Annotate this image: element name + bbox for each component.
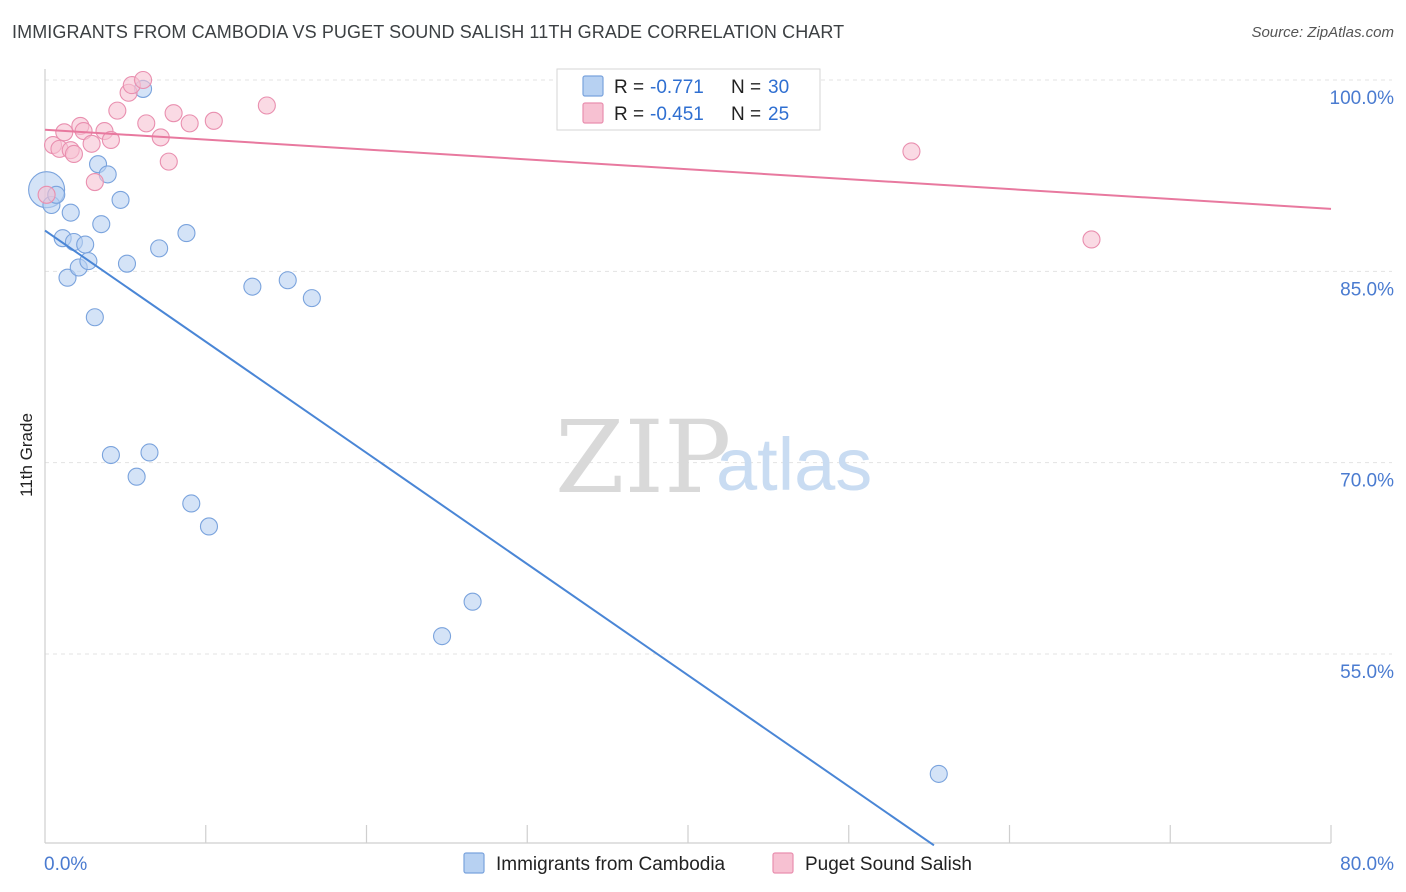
cambodia-point-17 <box>127 467 146 486</box>
watermark-atlas: atlas <box>716 423 872 506</box>
cambodia-point-29 <box>929 764 948 783</box>
bottom-legend-swatch-salish <box>772 852 794 874</box>
x-tick-label-max: 80.0% <box>1340 854 1394 875</box>
legend-r-label-salish: R = <box>614 104 644 125</box>
legend-r-value-salish: -0.451 <box>650 104 704 125</box>
cambodia-point-10 <box>85 308 104 327</box>
legend-swatch-cambodia <box>582 75 604 97</box>
cambodia-point-25 <box>278 271 297 290</box>
salish-point-22 <box>257 96 276 115</box>
legend-n-label-salish: N = <box>731 104 761 125</box>
bottom-legend-label-cambodia: Immigrants from Cambodia <box>496 854 726 875</box>
series-salish-points <box>37 70 1101 249</box>
salish-point-24 <box>1082 230 1101 249</box>
salish-point-5 <box>64 144 83 164</box>
bottom-legend: Immigrants from Cambodia Puget Sound Sal… <box>463 852 972 875</box>
cambodia-point-8 <box>76 235 95 254</box>
salish-point-21 <box>204 111 223 130</box>
salish-point-9 <box>85 172 104 192</box>
cambodia-point-14 <box>101 445 120 465</box>
y-tick-label-70: 70.0% <box>1340 471 1394 492</box>
cambodia-point-28 <box>463 592 482 611</box>
x-tick-label-min: 0.0% <box>44 854 87 875</box>
salish-point-12 <box>108 101 127 120</box>
cambodia-trend-line <box>44 229 935 847</box>
cambodia-point-20 <box>150 239 169 258</box>
y-tick-label-55: 55.0% <box>1340 662 1394 683</box>
y-axis-label: 11th Grade <box>17 413 36 497</box>
salish-point-19 <box>164 104 183 123</box>
cambodia-point-23 <box>199 517 219 536</box>
salish-point-16 <box>137 114 156 133</box>
cambodia-point-19 <box>140 443 159 462</box>
legend-n-value-cambodia: 30 <box>768 77 789 98</box>
cambodia-point-5 <box>61 203 80 222</box>
y-axis-tick-labels: 55.0% 70.0% 85.0% 100.0% <box>1330 88 1395 683</box>
salish-trend-line <box>44 128 1332 210</box>
cambodia-point-15 <box>111 190 130 209</box>
y-tick-label-100: 100.0% <box>1330 88 1395 109</box>
watermark-zip: ZIP <box>555 399 731 516</box>
gridlines <box>45 79 1392 655</box>
trend-lines <box>44 128 1332 847</box>
salish-point-11 <box>101 130 120 150</box>
x-axis-ticks <box>205 825 1332 843</box>
bottom-legend-label-salish: Puget Sound Salish <box>805 854 972 875</box>
salish-point-15 <box>134 70 153 90</box>
legend-n-value-salish: 25 <box>768 104 789 125</box>
salish-point-23 <box>902 142 921 161</box>
legend-swatch-salish <box>582 102 604 124</box>
chart-title: IMMIGRANTS FROM CAMBODIA VS PUGET SOUND … <box>12 22 845 42</box>
source-label: Source: ZipAtlas.com <box>1251 24 1394 41</box>
cambodia-point-26 <box>302 289 321 308</box>
legend-box: R = -0.771 N = 30 R = -0.451 N = 25 <box>556 68 821 131</box>
legend-n-label-cambodia: N = <box>731 77 761 98</box>
legend-r-value-cambodia: -0.771 <box>650 77 704 98</box>
cambodia-point-24 <box>243 277 262 296</box>
cambodia-point-27 <box>433 627 452 646</box>
salish-point-18 <box>159 152 178 171</box>
cambodia-point-4 <box>58 268 77 287</box>
watermark: ZIP atlas <box>555 399 872 516</box>
cambodia-point-12 <box>92 215 111 234</box>
cambodia-point-16 <box>117 254 137 273</box>
legend-r-label-cambodia: R = <box>614 77 644 98</box>
cambodia-point-22 <box>182 494 201 513</box>
bottom-legend-swatch-cambodia <box>463 852 485 874</box>
salish-point-0 <box>37 185 56 204</box>
cambodia-point-21 <box>177 224 196 243</box>
salish-point-8 <box>82 134 101 153</box>
salish-point-20 <box>180 114 199 133</box>
y-tick-label-85: 85.0% <box>1340 279 1394 300</box>
